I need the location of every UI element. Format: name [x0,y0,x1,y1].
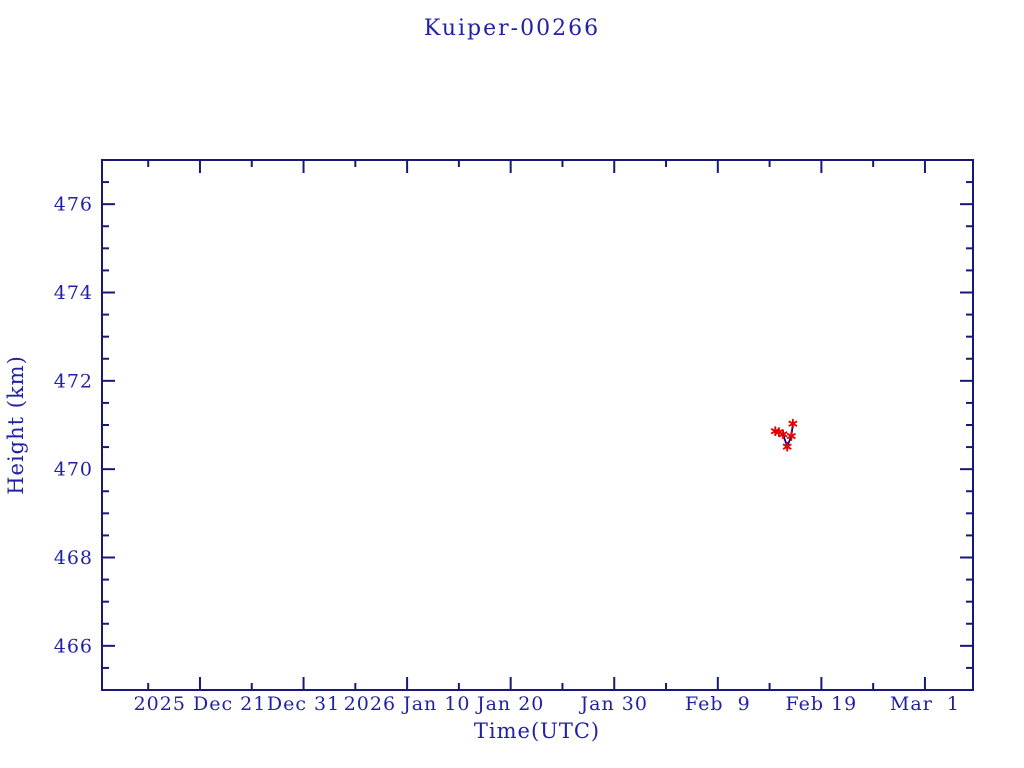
data-point-marker [782,441,792,452]
x-tick-label: Jan 30 [579,693,648,715]
x-tick-label: Jan 20 [475,693,544,715]
x-tick-label: 2026 Jan 10 [344,693,471,715]
plot-border [101,159,974,691]
y-tick-label: 474 [54,282,93,304]
y-tick-label: 466 [54,635,93,657]
data-point-marker [788,418,798,429]
x-tick-label: Feb 19 [785,693,857,715]
y-tick-label: 468 [54,547,93,569]
asterisk-marker-arm [778,431,788,438]
asterisk-marker-arm [782,443,792,450]
data-point-marker [786,431,796,441]
y-tick-label: 470 [54,459,93,481]
data-point-marker [778,429,788,440]
y-tick-label: 476 [54,194,93,216]
asterisk-marker-arm [786,433,796,439]
x-tick-label: Dec 31 [267,693,340,715]
x-axis-title: Time(UTC) [473,719,601,743]
x-tick-label: Mar 1 [890,693,960,715]
x-tick-label: Feb 9 [685,693,751,715]
chart-title: Kuiper-00266 [423,16,601,41]
asterisk-marker-arm [770,428,780,435]
x-tick-label: 2025 Dec 21 [134,693,267,715]
y-tick-label: 472 [54,370,93,392]
asterisk-marker-arm [788,420,798,427]
